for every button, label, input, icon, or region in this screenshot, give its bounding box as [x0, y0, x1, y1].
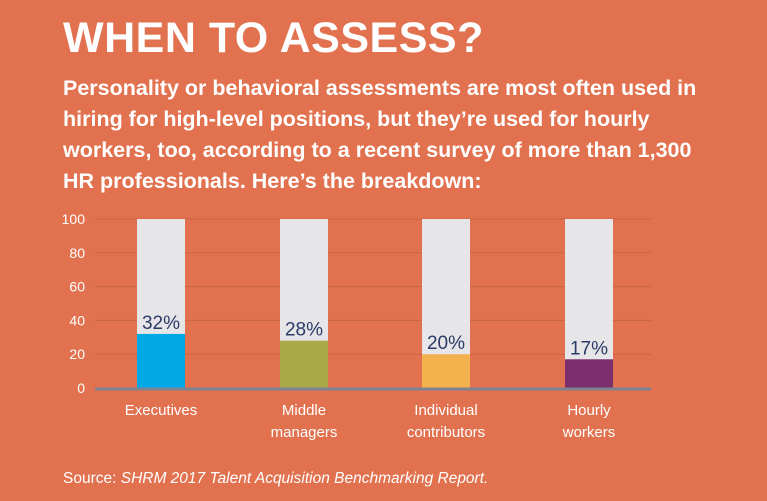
- page-subtitle: Personality or behavioral assessments ar…: [63, 76, 697, 193]
- bar: [280, 340, 328, 388]
- source-text: SHRM 2017 Talent Acquisition Benchmarkin…: [120, 470, 489, 487]
- category-label: Executives: [125, 402, 198, 419]
- bar: [422, 354, 470, 388]
- category-label: Hourly workers: [562, 402, 616, 441]
- bar-value-label: 32%: [142, 313, 180, 334]
- bar: [137, 333, 185, 388]
- y-tick-label: 100: [62, 211, 86, 227]
- category-label: Individual contributors: [407, 402, 485, 441]
- source-label: Source:: [63, 470, 117, 487]
- bar-value-label: 28%: [285, 320, 323, 341]
- bar-chart: 0 20 40 60 80 100 32% Executives 28% Middle manage…: [62, 211, 651, 441]
- source-note: Source: SHRM 2017 Talent Acquisition Ben…: [63, 470, 488, 488]
- y-tick-label: 40: [69, 312, 85, 328]
- bar-value-label: 17%: [570, 338, 608, 359]
- y-tick-label: 60: [69, 279, 85, 295]
- y-tick-label: 0: [77, 380, 85, 396]
- bar: [565, 359, 613, 388]
- bar-value-label: 20%: [427, 333, 465, 354]
- category-label: Middle managers: [271, 402, 338, 441]
- y-tick-label: 80: [69, 245, 85, 261]
- page-title: WHEN TO ASSESS?: [63, 14, 484, 62]
- y-tick-label: 20: [69, 346, 85, 362]
